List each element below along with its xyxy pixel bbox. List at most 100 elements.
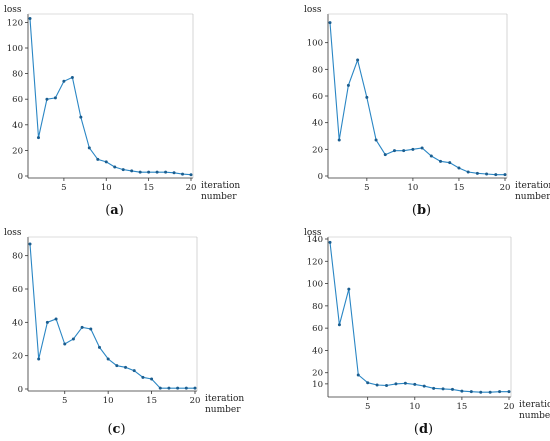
chart-a: loss 0 20 40 60 80 100 120 5 10 15 20 iterationnumbe… — [4, 5, 240, 218]
data-point — [28, 17, 32, 21]
loss-series-line — [329, 242, 509, 393]
data-point — [420, 146, 424, 150]
data-point — [141, 375, 145, 379]
data-point — [402, 149, 406, 153]
data-point — [79, 115, 83, 119]
x-tick-label: 10 — [407, 183, 418, 193]
x-axis-label-line2: number — [201, 192, 237, 202]
data-point — [45, 320, 49, 324]
x-tick-label: 5 — [62, 396, 67, 406]
data-point — [80, 325, 84, 329]
data-point — [356, 373, 360, 377]
data-point — [337, 323, 341, 327]
loss-series-line — [329, 22, 505, 176]
y-axis-label: loss — [4, 228, 22, 238]
y-tick-label: 0 — [18, 385, 23, 395]
data-point — [132, 369, 136, 373]
data-point — [469, 390, 473, 394]
data-point — [383, 153, 387, 157]
data-point — [164, 170, 168, 174]
data-point — [70, 75, 74, 79]
data-point — [104, 160, 108, 164]
x-tick-label: 20 — [504, 402, 515, 412]
data-point — [507, 390, 511, 394]
x-tick-label: 15 — [143, 183, 154, 193]
y-tick-label: 100 — [307, 280, 323, 290]
data-point — [63, 342, 67, 346]
x-axis-label-line1: iteration — [205, 394, 244, 404]
y-tick-label: 20 — [12, 146, 23, 156]
data-point — [448, 161, 452, 165]
y-tick-label: 20 — [312, 369, 323, 379]
y-tick-label: 0 — [18, 172, 23, 182]
data-point — [172, 171, 176, 175]
data-point — [193, 386, 197, 390]
data-point — [155, 170, 159, 174]
data-point — [413, 382, 417, 386]
y-tick-label: 80 — [12, 70, 23, 80]
x-tick-label: 20 — [500, 183, 511, 193]
data-point — [375, 383, 379, 387]
y-tick-label: 10 — [312, 380, 323, 390]
data-point — [450, 387, 454, 391]
y-tick-label: 20 — [12, 352, 23, 362]
data-point — [366, 381, 370, 385]
data-point — [403, 381, 407, 385]
y-axis-label: loss — [304, 228, 322, 238]
data-point — [130, 169, 134, 173]
data-point — [411, 147, 415, 151]
data-point — [346, 83, 350, 87]
data-point — [432, 386, 436, 390]
data-point — [475, 171, 479, 175]
x-tick-label: 15 — [454, 183, 465, 193]
data-point — [439, 159, 443, 163]
x-axis-label-line2: number — [515, 192, 550, 202]
data-point — [158, 386, 162, 390]
y-tick-label: 60 — [312, 324, 323, 334]
y-tick-label: 140 — [307, 235, 323, 245]
loss-series-line — [29, 243, 195, 389]
data-point — [365, 95, 369, 99]
x-axis-label-line2: number — [519, 411, 550, 421]
y-tick-label: 80 — [12, 252, 23, 262]
data-point — [97, 345, 101, 349]
x-axis-label-line1: iteration — [201, 181, 240, 191]
data-point — [429, 154, 433, 158]
y-tick-label: 120 — [307, 257, 323, 267]
x-axis-label-line1: iteration — [515, 181, 550, 191]
data-point — [181, 172, 185, 176]
panel-d: loss10204060801001201405101520iterationn… — [275, 221, 550, 441]
y-axis-label: loss — [304, 5, 322, 15]
y-tick-label: 20 — [312, 145, 323, 155]
x-tick-label: 5 — [364, 183, 369, 193]
y-tick-label: 40 — [12, 318, 23, 328]
data-point — [167, 386, 171, 390]
data-point — [150, 377, 154, 381]
y-tick-label: 60 — [12, 95, 23, 105]
data-point — [184, 386, 188, 390]
data-point — [71, 337, 75, 341]
data-point — [147, 170, 151, 174]
data-point — [356, 58, 360, 62]
y-tick-label: 40 — [312, 346, 323, 356]
data-point — [374, 138, 378, 142]
y-tick-label: 60 — [312, 92, 323, 102]
data-point — [422, 384, 426, 388]
panel-caption: (b) — [412, 203, 431, 218]
x-tick-label: 10 — [409, 402, 420, 412]
data-point — [457, 166, 461, 170]
data-point — [392, 149, 396, 153]
data-point — [460, 389, 464, 393]
data-point — [96, 157, 100, 161]
data-point — [328, 21, 332, 25]
y-tick-label: 60 — [12, 285, 23, 295]
data-point — [176, 386, 180, 390]
y-tick-label: 100 — [7, 44, 23, 54]
x-tick-label: 10 — [101, 183, 112, 193]
panel-a: loss 0 20 40 60 80 100 120 5 10 15 20 iteration numbe… — [0, 0, 275, 220]
panel-caption: (c) — [107, 422, 125, 437]
data-point — [479, 390, 483, 394]
